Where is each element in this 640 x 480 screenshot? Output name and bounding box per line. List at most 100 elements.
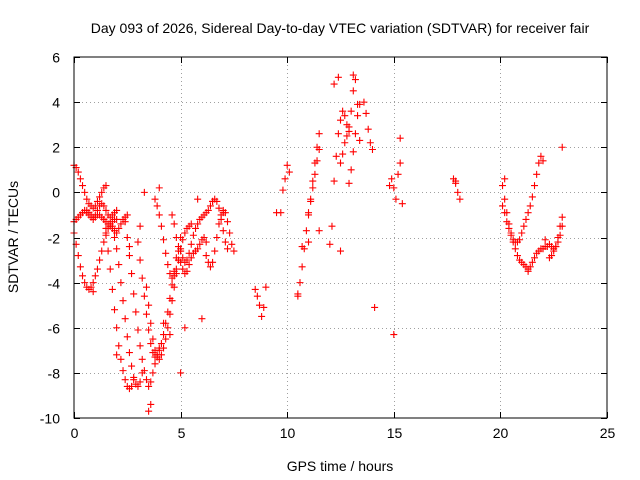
- chart-title: Day 093 of 2026, Sidereal Day-to-day VTE…: [91, 20, 590, 36]
- data-point: [339, 107, 347, 115]
- data-point: [351, 130, 359, 138]
- data-point: [531, 182, 539, 190]
- data-point: [219, 227, 227, 235]
- data-point: [206, 263, 214, 271]
- data-point: [202, 252, 210, 260]
- data-point: [151, 346, 159, 354]
- data-point: [513, 252, 521, 260]
- data-point: [170, 220, 178, 228]
- data-point: [558, 143, 566, 151]
- data-point: [345, 123, 353, 131]
- data-point: [160, 236, 168, 244]
- data-point: [100, 238, 108, 246]
- data-point: [511, 245, 519, 253]
- data-point: [102, 206, 110, 214]
- data-point: [386, 182, 394, 190]
- data-point: [108, 222, 116, 230]
- data-point: [164, 261, 172, 269]
- data-point: [145, 301, 153, 309]
- data-point: [119, 297, 127, 305]
- data-point: [251, 285, 259, 293]
- data-point: [100, 215, 108, 223]
- data-point: [93, 265, 101, 273]
- data-point: [157, 222, 165, 230]
- data-point: [168, 211, 176, 219]
- data-point: [554, 234, 562, 241]
- data-point: [145, 407, 153, 415]
- data-point: [142, 376, 150, 384]
- data-point: [153, 202, 161, 210]
- data-point: [98, 188, 106, 196]
- data-point: [79, 272, 87, 280]
- data-point: [390, 331, 398, 339]
- data-point: [366, 139, 374, 147]
- data-point: [396, 159, 404, 167]
- data-point: [149, 335, 157, 343]
- data-point: [113, 215, 121, 223]
- data-point: [279, 186, 287, 194]
- x-tick-label: 15: [387, 425, 403, 441]
- data-point: [221, 238, 229, 246]
- data-point: [106, 265, 114, 273]
- data-point: [501, 209, 509, 217]
- data-point: [503, 218, 511, 226]
- data-point: [330, 177, 338, 185]
- data-point: [347, 107, 355, 115]
- y-tick-label: -6: [48, 321, 61, 337]
- data-point: [296, 279, 304, 287]
- data-point: [166, 310, 174, 318]
- data-point: [162, 249, 170, 257]
- data-point: [339, 150, 347, 158]
- data-point: [140, 292, 148, 300]
- data-point: [516, 236, 524, 244]
- data-point: [396, 134, 404, 142]
- series-arc-t: [345, 100, 364, 187]
- data-point: [138, 274, 146, 282]
- data-point: [113, 245, 121, 253]
- data-point: [134, 382, 142, 390]
- data-point: [556, 222, 564, 230]
- data-point: [337, 159, 344, 167]
- data-point: [354, 112, 362, 120]
- data-point: [98, 247, 106, 255]
- data-point: [526, 263, 534, 271]
- data-point: [524, 209, 532, 217]
- data-point: [119, 367, 127, 375]
- data-point: [349, 87, 357, 95]
- grid: [74, 57, 607, 418]
- data-point: [356, 100, 364, 108]
- data-point: [123, 234, 131, 241]
- data-point: [285, 168, 293, 176]
- data-point: [134, 326, 142, 334]
- data-point: [100, 202, 108, 210]
- data-point: [541, 236, 549, 244]
- y-tick-label: -2: [48, 231, 61, 247]
- data-point: [258, 312, 266, 320]
- data-point: [281, 175, 289, 183]
- data-point: [273, 209, 281, 217]
- data-point: [341, 139, 349, 147]
- data-point: [155, 211, 163, 219]
- data-point: [548, 252, 556, 260]
- data-point: [102, 224, 110, 232]
- series-arc-e: [100, 215, 138, 393]
- data-point: [155, 184, 163, 192]
- data-point: [215, 204, 223, 212]
- data-point: [81, 188, 89, 196]
- data-point: [456, 195, 464, 203]
- data-point: [102, 182, 110, 190]
- data-point: [337, 116, 344, 124]
- data-point: [204, 206, 212, 214]
- data-point: [160, 319, 168, 327]
- data-point: [76, 263, 84, 271]
- data-point: [528, 193, 536, 201]
- data-point: [347, 166, 355, 174]
- data-point: [125, 349, 133, 357]
- data-point: [145, 326, 153, 334]
- data-point: [305, 238, 313, 246]
- data-point: [330, 80, 338, 88]
- data-point: [111, 234, 119, 241]
- data-point: [83, 195, 91, 203]
- series-arc-l: [177, 195, 232, 266]
- data-point: [89, 279, 97, 287]
